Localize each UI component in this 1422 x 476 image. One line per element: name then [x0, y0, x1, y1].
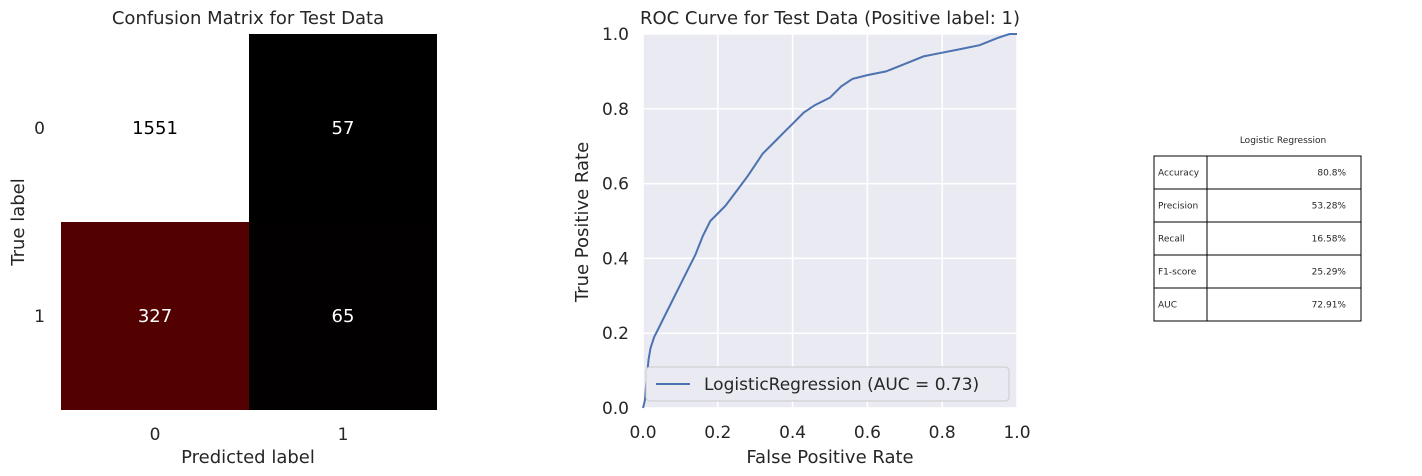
table-cell	[1153, 155, 1208, 190]
metrics-table-panel: Logistic Regression Accuracy 80.8% Precisi…	[1153, 136, 1362, 322]
table-row: Recall 16.58%	[1153, 221, 1362, 256]
table-metric-label: Precision	[1158, 202, 1198, 212]
cm-cell-value: 1551	[132, 118, 178, 139]
table-metric-value: 80.8%	[1317, 169, 1346, 179]
confusion-matrix-panel: Confusion Matrix for Test Data 1551 57 327…	[8, 8, 437, 468]
cm-xtick-label: 1	[338, 425, 349, 445]
roc-ytick-label: 1.0	[602, 25, 629, 45]
cm-ylabel: True label	[8, 178, 29, 267]
roc-xlabel: False Positive Rate	[746, 447, 913, 468]
roc-xtick-label: 0.6	[854, 423, 881, 443]
roc-panel: ROC Curve for Test Data (Positive label:…	[572, 8, 1031, 468]
roc-ytick-label: 0.8	[602, 100, 629, 120]
cm-cell	[249, 34, 437, 222]
table-cell	[1206, 155, 1362, 190]
roc-xtick-label: 0.4	[779, 423, 806, 443]
cm-title: Confusion Matrix for Test Data	[112, 8, 384, 29]
table-cell	[1153, 287, 1208, 322]
table-metric-value: 25.29%	[1312, 268, 1347, 278]
table-metric-value: 53.28%	[1312, 202, 1347, 212]
roc-ytick-label: 0.0	[602, 399, 629, 419]
metrics-table: Accuracy 80.8% Precision 53.28% Recall 16.58%…	[1153, 155, 1362, 322]
cm-cells: 1551 57 327 65	[61, 34, 437, 410]
cm-cell-value: 57	[332, 118, 355, 139]
roc-legend-box	[645, 366, 1010, 402]
roc-xtick-label: 1.0	[1003, 423, 1030, 443]
cm-cell-value: 65	[332, 306, 355, 327]
roc-xtick-label: 0.2	[704, 423, 731, 443]
cm-cell	[61, 34, 249, 222]
roc-ytick-label: 0.4	[602, 249, 629, 269]
cm-xlabel: Predicted label	[181, 447, 315, 468]
roc-grid	[642, 33, 1018, 409]
table-metric-value: 16.58%	[1312, 235, 1347, 245]
cm-cell	[61, 222, 249, 410]
roc-curve	[642, 33, 1017, 409]
table-cell	[1206, 254, 1362, 289]
roc-plot-area	[643, 34, 1017, 408]
cm-xtick-label: 0	[150, 425, 161, 445]
cm-ytick-label: 1	[34, 307, 45, 327]
table-row: Precision 53.28%	[1153, 188, 1362, 223]
table-metric-label: Recall	[1158, 235, 1185, 245]
table-cell	[1206, 221, 1362, 256]
roc-ylabel: True Positive Rate	[572, 142, 593, 303]
table-cell	[1206, 188, 1362, 223]
table-cell	[1153, 254, 1208, 289]
table-row: F1-score 25.29%	[1153, 254, 1362, 289]
table-row: AUC 72.91%	[1153, 287, 1362, 322]
roc-title: ROC Curve for Test Data (Positive label:…	[640, 8, 1020, 29]
table-cell	[1206, 287, 1362, 322]
table-metric-label: F1-score	[1158, 268, 1197, 278]
roc-xtick-label: 0.8	[929, 423, 956, 443]
table-metric-value: 72.91%	[1312, 301, 1347, 311]
roc-ticks: 0.00.0 0.2 0.2 0.4 0.4 0.6 0.6 0.8 0.8 1.0 1.0	[602, 25, 1031, 443]
table-cell	[1153, 188, 1208, 223]
cm-ticks: 0 1 0 1	[34, 119, 348, 445]
roc-xtick-label: 0.0	[629, 423, 656, 443]
cm-cell	[249, 222, 437, 410]
table-title: Logistic Regression	[1240, 136, 1326, 146]
table-row: Accuracy 80.8%	[1153, 155, 1362, 190]
table-metric-label: Accuracy	[1158, 169, 1200, 179]
roc-ytick-label: 0.6	[602, 175, 629, 195]
roc-legend: LogisticRegression (AUC = 0.73)	[645, 366, 1010, 402]
roc-ytick-label: 0.2	[602, 324, 629, 344]
roc-legend-label: LogisticRegression (AUC = 0.73)	[704, 375, 979, 395]
cm-cell-value: 327	[138, 306, 172, 327]
table-metric-label: AUC	[1158, 301, 1177, 311]
cm-ytick-label: 0	[34, 119, 45, 139]
